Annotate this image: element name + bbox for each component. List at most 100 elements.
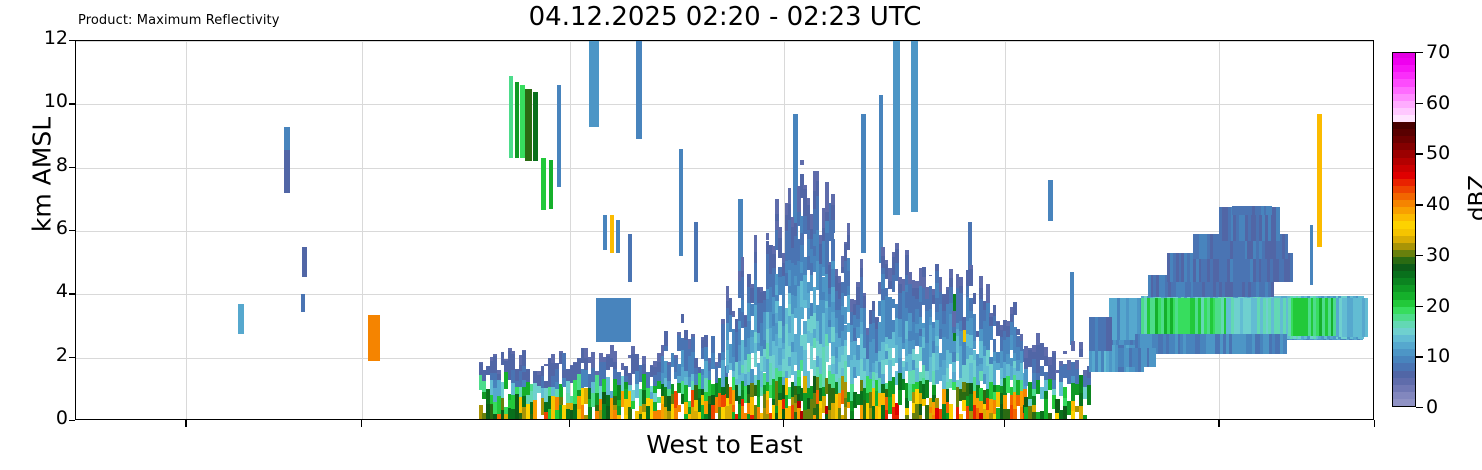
reflectivity-cell [935, 320, 940, 336]
reflectivity-cell [605, 356, 610, 371]
reflectivity-cell [1094, 338, 1099, 372]
reflectivity-cell [687, 355, 692, 371]
reflectivity-cell [1129, 348, 1133, 368]
reflectivity-cell [565, 381, 570, 394]
reflectivity-cell [878, 94, 884, 263]
reflectivity-cell [1232, 253, 1237, 282]
reflectivity-cell [901, 343, 906, 350]
reflectivity-cell [569, 409, 574, 419]
reflectivity-cell [1218, 253, 1222, 282]
reflectivity-cell [646, 387, 650, 398]
reflectivity-cell [1071, 362, 1076, 377]
reflectivity-cell [1254, 205, 1259, 216]
reflectivity-cell [784, 364, 789, 372]
reflectivity-cell [948, 403, 953, 411]
colorbar-segment [1393, 128, 1415, 137]
reflectivity-cell [1032, 345, 1037, 352]
reflectivity-cell [806, 293, 810, 309]
reflectivity-cell [1032, 412, 1037, 419]
reflectivity-cell [522, 379, 527, 387]
reflectivity-cell [781, 253, 785, 257]
reflectivity-cell [989, 317, 994, 327]
reflectivity-cell [935, 282, 940, 298]
reflectivity-cell [781, 399, 785, 410]
reflectivity-cell [815, 390, 820, 405]
reflectivity-cell [828, 370, 832, 385]
reflectivity-cell [547, 357, 552, 370]
reflectivity-cell [1112, 338, 1116, 372]
reflectivity-cell [684, 340, 688, 350]
reflectivity-cell [959, 293, 963, 311]
reflectivity-cell [1201, 253, 1205, 282]
reflectivity-cell [759, 323, 764, 341]
reflectivity-cell [868, 391, 873, 409]
reflectivity-cell [731, 376, 736, 390]
reflectivity-cell [965, 321, 970, 335]
colorbar-segment [1393, 171, 1415, 179]
reflectivity-cell [1016, 335, 1021, 347]
reflectivity-cell [972, 359, 977, 377]
reflectivity-cell [921, 347, 926, 366]
reflectivity-cell [1246, 205, 1250, 216]
reflectivity-cell [915, 287, 919, 299]
reflectivity-cell [1316, 113, 1322, 247]
reflectivity-cell [888, 380, 892, 397]
reflectivity-cell [1193, 275, 1197, 298]
reflectivity-cell [613, 369, 618, 379]
reflectivity-cell [872, 322, 876, 332]
reflectivity-cell [901, 279, 906, 291]
reflectivity-cell [992, 351, 997, 362]
reflectivity-cell [1013, 352, 1017, 362]
y-axis-tick-label: 0 [55, 407, 68, 429]
reflectivity-cell [955, 322, 960, 329]
colorbar-tick-mark [1416, 305, 1423, 307]
reflectivity-cell [1163, 333, 1167, 355]
reflectivity-cell [1211, 333, 1216, 355]
reflectivity-cell [853, 391, 857, 408]
reflectivity-cell [881, 247, 885, 257]
reflectivity-cell [898, 293, 902, 309]
reflectivity-cell [677, 370, 682, 377]
reflectivity-cell [489, 395, 494, 405]
reflectivity-cell [925, 291, 929, 300]
reflectivity-cell [881, 392, 885, 406]
reflectivity-cell [725, 406, 729, 419]
reflectivity-cell [1250, 207, 1254, 241]
reflectivity-cell [1157, 333, 1161, 355]
reflectivity-cell [812, 171, 817, 181]
reflectivity-cell [962, 349, 967, 366]
reflectivity-cell [999, 368, 1004, 379]
reflectivity-cell [831, 245, 835, 262]
reflectivity-cell [1019, 341, 1024, 351]
reflectivity-cell [576, 396, 581, 409]
reflectivity-cell [1148, 333, 1153, 355]
reflectivity-cell [1138, 348, 1142, 368]
reflectivity-cell [831, 261, 835, 269]
reflectivity-cell [905, 284, 909, 292]
reflectivity-cell [959, 331, 963, 346]
reflectivity-cell [794, 295, 798, 309]
reflectivity-cell [1016, 346, 1021, 360]
reflectivity-cell [1134, 297, 1138, 341]
reflectivity-cell [942, 349, 946, 360]
reflectivity-cell [828, 265, 832, 281]
reflectivity-cell [1024, 369, 1029, 387]
reflectivity-cell [485, 389, 490, 404]
reflectivity-cell [884, 287, 889, 296]
reflectivity-cell [794, 236, 798, 252]
reflectivity-cell [925, 287, 929, 292]
reflectivity-cell [942, 403, 946, 419]
reflectivity-cell [518, 396, 523, 413]
reflectivity-cell [576, 389, 581, 397]
reflectivity-cell [986, 389, 990, 399]
reflectivity-cell [493, 401, 498, 414]
reflectivity-cell [1204, 297, 1208, 336]
reflectivity-cell [1208, 333, 1213, 355]
reflectivity-cell [628, 234, 632, 282]
reflectivity-cell [942, 324, 946, 338]
reflectivity-cell [1175, 297, 1179, 336]
reflectivity-cell [489, 404, 494, 419]
reflectivity-cell [794, 275, 798, 286]
reflectivity-cell [747, 393, 751, 404]
reflectivity-cell [624, 414, 629, 419]
